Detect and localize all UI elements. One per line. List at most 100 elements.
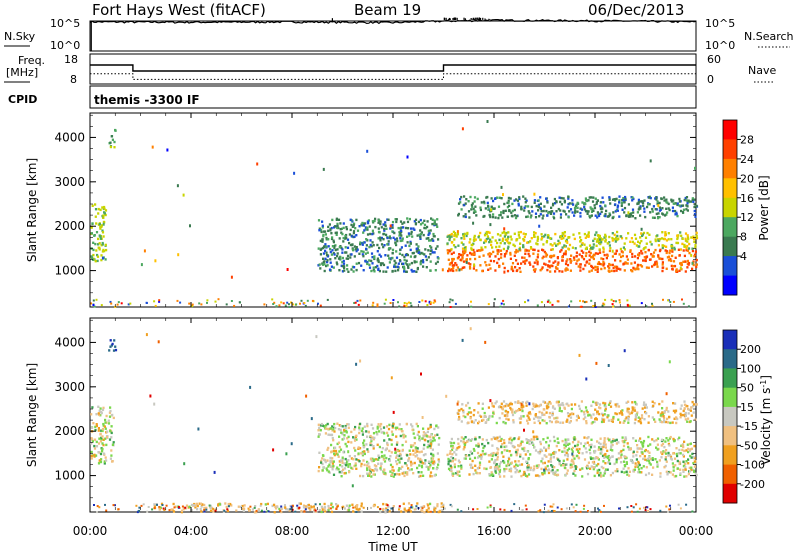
cpid-value: themis -3300 IF [94,93,200,107]
heatmap-cell [608,266,611,270]
heatmap-cell [409,302,412,305]
heatmap-cell [322,454,325,457]
heatmap-cell [405,422,408,426]
heatmap-cell [387,240,390,243]
heatmap-cell [395,435,398,438]
heatmap-cell [505,252,508,255]
heatmap-cell [588,258,591,262]
heatmap-cell [417,220,420,224]
heatmap-cell [579,245,582,248]
heatmap-cell [492,260,496,263]
heatmap-cell [383,302,386,305]
heatmap-cell [426,220,429,223]
colorbar-swatch [723,483,737,504]
heatmap-cell [599,406,602,410]
heatmap-cell [392,236,395,239]
heatmap-cell [630,510,633,513]
heatmap-cell [645,459,649,462]
heatmap-cell [655,262,659,265]
heatmap-cell [542,209,545,213]
heatmap-cell [682,445,685,449]
heatmap-cell [509,251,512,255]
heatmap-cell [571,199,574,202]
heatmap-cell [631,215,634,218]
heatmap-cell [604,233,607,237]
heatmap-cell [379,465,383,468]
heatmap-cell [663,466,666,469]
heatmap-cell [367,462,370,465]
heatmap-cell [386,443,389,447]
heatmap-cell [472,472,475,476]
heatmap-cell [529,246,533,249]
heatmap-cell [448,452,452,455]
heatmap-cell [620,410,623,413]
heatmap-cell [654,248,657,252]
heatmap-cell [93,438,97,441]
heatmap-cell [409,255,412,258]
heatmap-cell [353,428,356,431]
heatmap-cell [639,264,642,267]
heatmap-cell [99,432,102,436]
heatmap-cell [679,507,682,510]
heatmap-cell [332,428,335,431]
heatmap-cell [588,254,591,257]
heatmap-cell [545,209,548,213]
heatmap-cell [640,232,643,235]
heatmap-cell [578,451,581,455]
heatmap-cell [681,242,684,246]
heatmap-cell [612,415,615,419]
heatmap-cell [591,461,594,464]
heatmap-cell [547,265,550,268]
heatmap-cell [614,439,617,442]
heatmap-cell [691,199,694,202]
heatmap-cell [600,446,603,449]
heatmap-cell [592,400,595,404]
heatmap-cell [99,235,102,238]
heatmap-cell [330,433,334,437]
heatmap-cell [648,455,651,459]
heatmap-cell [433,427,436,431]
heatmap-cell [373,436,376,440]
heatmap-cell [249,385,252,389]
heatmap-cell [513,214,516,217]
heatmap-cell [256,162,259,166]
colorbar-swatch [723,368,737,389]
heatmap-cell [532,469,535,472]
heatmap-cell [403,302,406,304]
heatmap-cell [323,263,326,266]
heatmap-cell [339,222,342,225]
heatmap-cell [596,252,600,255]
heatmap-cell [468,406,471,410]
heatmap-cell [539,269,542,272]
heatmap-cell [682,468,685,472]
heatmap-cell [368,245,371,249]
heatmap-cell [676,241,680,245]
heatmap-cell [631,196,634,199]
heatmap-cell [377,221,380,224]
heatmap-cell [551,406,555,409]
heatmap-cell [634,416,637,419]
heatmap-cell [480,455,483,458]
heatmap-cell [388,438,391,441]
heatmap-cell [682,470,685,473]
heatmap-cell [663,416,666,420]
heatmap-cell [458,415,461,419]
heatmap-cell [590,404,593,407]
heatmap-cell [479,264,482,267]
heatmap-cell [370,252,374,255]
heatmap-cell [665,437,668,440]
heatmap-cell [532,435,536,439]
heatmap-cell [212,507,215,511]
heatmap-cell [391,248,395,252]
heatmap-cell [503,230,506,234]
heatmap-cell [176,184,179,188]
y-tick-label: 1000 [54,264,85,278]
heatmap-cell [645,406,648,409]
heatmap-cell [505,445,508,448]
heatmap-cell [489,505,492,508]
heatmap-cell [680,263,683,266]
heatmap-cell [361,221,364,225]
heatmap-cell [586,472,590,476]
heatmap-cell [601,196,604,199]
heatmap-cell [533,421,536,424]
